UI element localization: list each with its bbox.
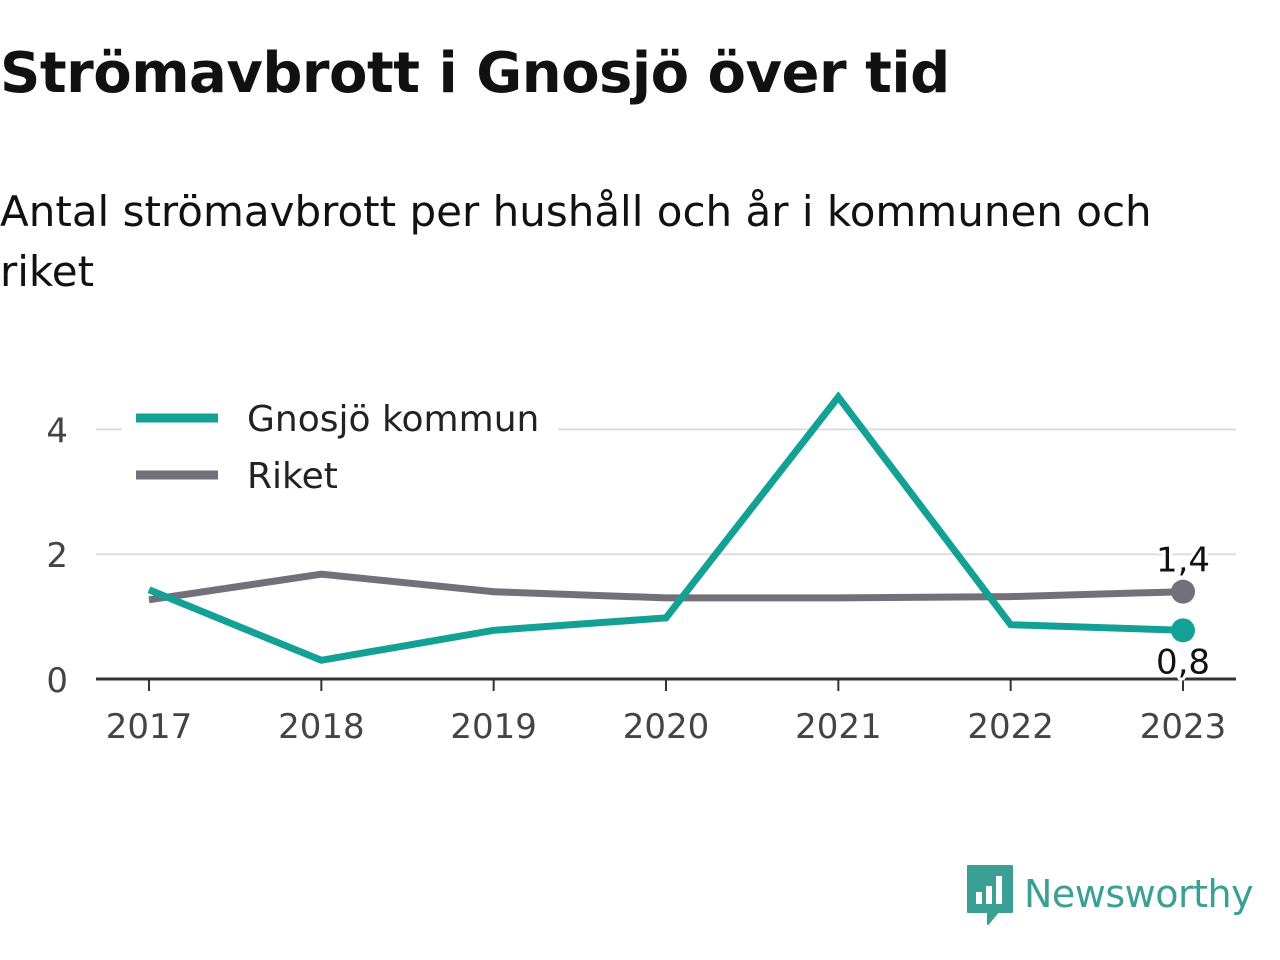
newsworthy-logo: Newsworthy: [964, 862, 1254, 926]
y-tick-label: 2: [46, 536, 68, 576]
x-tick-label: 2019: [450, 707, 537, 747]
newsworthy-logo-icon: [967, 865, 1013, 925]
chart-subtitle: Antal strömavbrott per hushåll och år i …: [0, 187, 1152, 296]
x-tick-label: 2023: [1140, 707, 1227, 747]
series-lines: [147, 391, 1195, 664]
end-value-label: 0,8: [1156, 642, 1210, 682]
series-line: [147, 391, 1184, 664]
legend: Gnosjö kommun Riket: [122, 398, 558, 506]
y-tick-label: 4: [46, 411, 68, 451]
newsworthy-logo-text: Newsworthy: [1024, 872, 1254, 916]
chart-title: Strömavbrott i Gnosjö över tid: [0, 41, 950, 106]
series-end-point: [1171, 618, 1195, 643]
y-tick-label: 0: [46, 661, 68, 701]
series-end-point: [1171, 579, 1195, 604]
x-tick-label: 2017: [106, 707, 193, 747]
legend-label: Riket: [247, 456, 338, 497]
end-labels: 1,4 0,8: [1153, 538, 1213, 686]
end-value-label: 1,4: [1156, 541, 1210, 581]
series-line: [148, 570, 1184, 604]
x-tick-label: 2022: [967, 707, 1054, 747]
x-tick-label: 2018: [278, 707, 365, 747]
x-tick-label: 2020: [623, 707, 710, 747]
x-tick-label: 2021: [795, 707, 882, 747]
legend-label: Gnosjö kommun: [247, 399, 539, 440]
axes: 0 2 4 2017 2018 2019 2020 2021 2022 2023: [46, 411, 1236, 747]
